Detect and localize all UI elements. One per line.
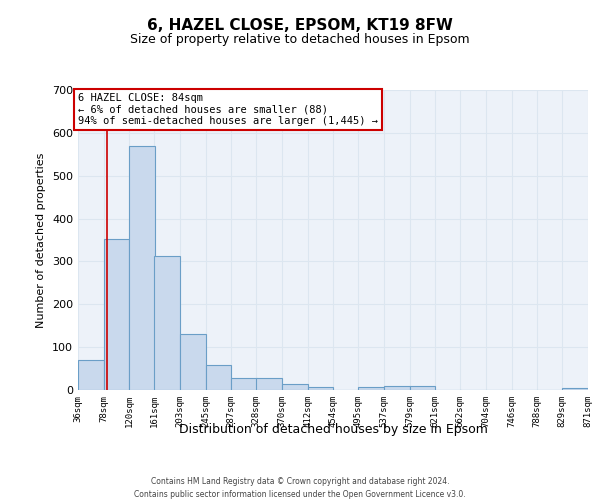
Text: Distribution of detached houses by size in Epsom: Distribution of detached houses by size … bbox=[179, 422, 487, 436]
Bar bbox=[384, 386, 410, 390]
Bar bbox=[154, 256, 180, 390]
Bar bbox=[78, 360, 104, 390]
Text: 6, HAZEL CLOSE, EPSOM, KT19 8FW: 6, HAZEL CLOSE, EPSOM, KT19 8FW bbox=[147, 18, 453, 32]
Bar bbox=[206, 365, 232, 390]
Bar bbox=[256, 378, 282, 390]
Text: 6 HAZEL CLOSE: 84sqm
← 6% of detached houses are smaller (88)
94% of semi-detach: 6 HAZEL CLOSE: 84sqm ← 6% of detached ho… bbox=[78, 93, 378, 126]
Bar bbox=[410, 386, 436, 390]
Y-axis label: Number of detached properties: Number of detached properties bbox=[37, 152, 46, 328]
Bar bbox=[104, 239, 130, 390]
Bar bbox=[232, 378, 257, 390]
Bar bbox=[282, 384, 308, 390]
Text: Contains HM Land Registry data © Crown copyright and database right 2024.: Contains HM Land Registry data © Crown c… bbox=[151, 478, 449, 486]
Bar bbox=[180, 334, 206, 390]
Text: Contains public sector information licensed under the Open Government Licence v3: Contains public sector information licen… bbox=[134, 490, 466, 499]
Bar bbox=[308, 386, 334, 390]
Bar bbox=[562, 388, 588, 390]
Bar bbox=[130, 146, 155, 390]
Bar bbox=[358, 386, 384, 390]
Text: Size of property relative to detached houses in Epsom: Size of property relative to detached ho… bbox=[130, 32, 470, 46]
